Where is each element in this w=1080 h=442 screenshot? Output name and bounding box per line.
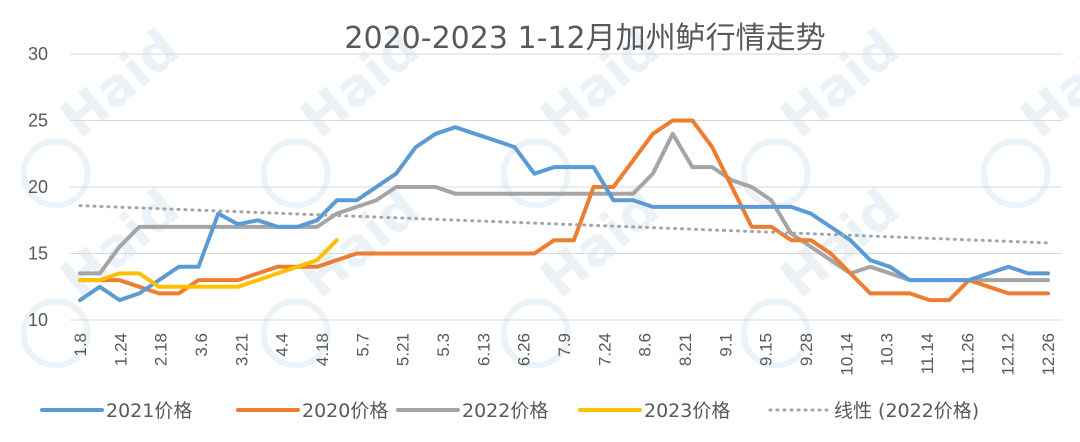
series-line [78, 131, 1050, 283]
x-tick-label: 4.4 [273, 333, 292, 357]
watermark-circle [740, 298, 811, 369]
source-badge: 大数跨境 [12, 410, 98, 430]
series-2022价格 [78, 131, 1050, 283]
legend-label: 2020价格 [302, 400, 388, 422]
gridlines [70, 53, 1062, 321]
series-line [78, 118, 1050, 303]
x-tick-label: 3.21 [232, 333, 251, 366]
x-tick-label: 11.26 [958, 333, 977, 374]
x-tick-label: 10.14 [837, 333, 856, 376]
series-2021价格 [78, 125, 1050, 303]
y-axis-ticks: 10 15 20 25 30 [28, 44, 48, 330]
y-tick-label: 25 [28, 111, 48, 131]
x-tick-label: 8.6 [636, 333, 655, 357]
chart-title: 2020-2023 1-12月加州鲈行情走势 [344, 21, 825, 56]
x-tick-label: 5.21 [394, 333, 413, 366]
watermark-logo: Haid [980, 18, 1080, 209]
x-tick-label: 8.21 [676, 333, 695, 366]
x-tick-label: 6.26 [515, 333, 534, 366]
y-tick-label: 30 [28, 44, 48, 64]
x-tick-label: 9.1 [716, 333, 735, 357]
series-line [78, 125, 1050, 303]
series-line [78, 204, 1050, 245]
x-tick-label: 1.8 [71, 333, 90, 357]
legend-label: 线性 (2022价格) [834, 400, 979, 422]
watermark-circle [500, 298, 571, 369]
x-tick-label: 7.9 [555, 333, 574, 357]
x-tick-label: 12.26 [1039, 333, 1058, 376]
series-layer [78, 118, 1050, 303]
legend: 2021价格 2020价格 2022价格 2023价格 线性 (2022价格) [40, 400, 979, 422]
x-tick-label: 6.13 [474, 333, 493, 366]
watermark-circle [260, 298, 331, 369]
x-tick-label: 7.24 [595, 333, 614, 366]
x-tick-label: 10.3 [878, 333, 897, 366]
y-tick-label: 10 [28, 310, 48, 330]
x-tick-label: 3.6 [192, 333, 211, 357]
watermark-circle [740, 138, 811, 209]
legend-label: 2022价格 [462, 400, 548, 422]
x-axis-ticks: 1.8 1.24 2.18 3.6 3.21 4.4 4.18 5.7 5.21 5.3 6.13 6… [71, 333, 1058, 376]
legend-label: 2023价格 [644, 400, 730, 422]
x-tick-label: 9.15 [757, 333, 776, 366]
watermark-circle [20, 138, 91, 209]
series-2020价格 [78, 118, 1050, 303]
source-logo-icon [12, 410, 32, 430]
watermark-text: Haid [1010, 18, 1080, 150]
watermark-text: Haid [50, 18, 191, 150]
watermark-text: Haid [770, 178, 911, 310]
series-2023价格 [78, 238, 339, 289]
x-tick-label: 9.28 [797, 333, 816, 366]
x-tick-label: 4.18 [313, 333, 332, 366]
x-tick-label: 5.3 [434, 333, 453, 357]
x-tick-label: 11.14 [918, 333, 937, 374]
y-tick-label: 15 [28, 244, 48, 264]
series-line [78, 238, 339, 289]
x-tick-label: 2.18 [152, 333, 171, 366]
legend-label: 2021价格 [106, 400, 192, 422]
watermark-circle [260, 138, 331, 209]
series-trendline [78, 204, 1050, 245]
source-badge-text: 大数跨境 [38, 412, 98, 430]
x-tick-label: 5.7 [353, 333, 372, 357]
watermark-circle [20, 298, 91, 369]
watermark-circle [980, 138, 1051, 209]
x-tick-label: 12.12 [999, 333, 1018, 376]
y-tick-label: 20 [28, 177, 48, 197]
x-tick-label: 1.24 [111, 333, 130, 366]
